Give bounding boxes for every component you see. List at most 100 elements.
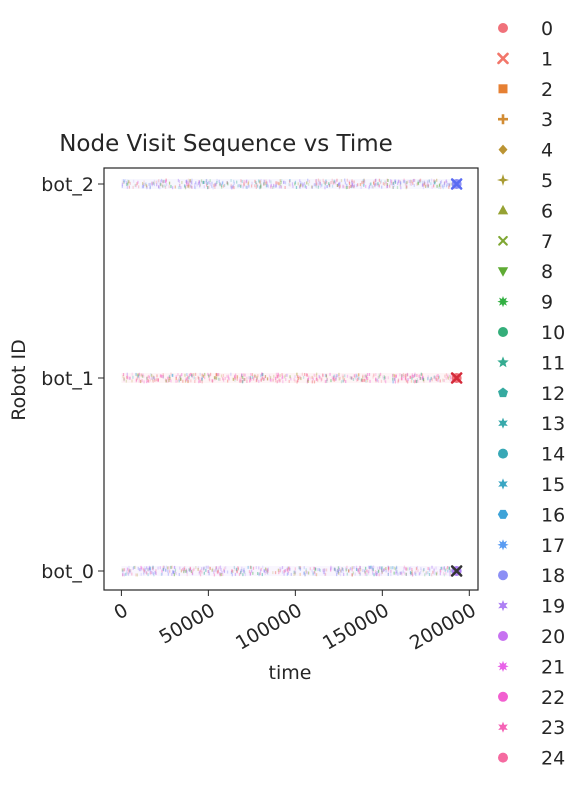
data-point xyxy=(127,182,129,186)
data-point xyxy=(439,569,441,573)
data-point xyxy=(392,181,395,185)
data-point xyxy=(172,571,174,575)
band-bot_2 xyxy=(121,178,463,190)
data-point xyxy=(337,568,339,572)
data-point xyxy=(437,378,439,382)
data-point xyxy=(178,183,181,187)
data-point xyxy=(420,568,422,572)
data-point xyxy=(392,185,394,189)
data-point xyxy=(165,379,167,383)
data-point xyxy=(417,569,419,573)
data-point xyxy=(346,178,348,182)
data-point xyxy=(355,567,358,571)
data-point xyxy=(427,567,430,571)
data-point xyxy=(302,182,304,186)
data-point xyxy=(401,572,403,576)
data-point xyxy=(381,566,383,570)
legend-marker-square xyxy=(498,84,508,94)
data-point xyxy=(198,570,201,574)
data-point xyxy=(269,185,272,189)
data-point xyxy=(303,181,306,185)
data-point xyxy=(305,185,307,189)
data-point xyxy=(237,184,239,188)
data-point xyxy=(201,378,203,382)
data-point xyxy=(129,181,131,185)
legend-marker-pentagon xyxy=(498,387,508,398)
data-point xyxy=(246,379,248,383)
data-point xyxy=(403,571,406,575)
data-point xyxy=(200,179,203,183)
data-point xyxy=(404,374,406,378)
data-point xyxy=(348,185,350,189)
data-point xyxy=(415,380,417,384)
data-point xyxy=(434,377,436,381)
data-point xyxy=(283,180,285,184)
data-point xyxy=(217,569,220,573)
data-point xyxy=(364,374,366,378)
data-point xyxy=(302,375,305,379)
data-point xyxy=(395,565,398,569)
data-point xyxy=(318,568,320,572)
data-point xyxy=(275,372,278,376)
data-point xyxy=(201,378,203,382)
data-point xyxy=(448,566,450,570)
data-point xyxy=(342,376,344,380)
data-point xyxy=(367,571,370,575)
data-point xyxy=(142,567,144,571)
data-point xyxy=(226,181,228,185)
data-point xyxy=(198,379,201,383)
data-point xyxy=(450,373,453,377)
data-point xyxy=(286,373,288,377)
legend-marker-star6 xyxy=(498,600,508,612)
data-point xyxy=(409,179,411,183)
data-point xyxy=(201,376,203,380)
data-point xyxy=(348,569,350,573)
data-point xyxy=(201,570,203,574)
data-point xyxy=(164,378,167,382)
data-point xyxy=(171,373,173,377)
data-point xyxy=(329,372,331,376)
data-point xyxy=(193,373,195,377)
data-point xyxy=(123,181,125,185)
legend-item-18: 18 xyxy=(498,565,565,587)
data-point xyxy=(399,183,401,187)
data-point xyxy=(299,566,302,570)
data-point xyxy=(275,183,277,187)
data-point xyxy=(317,178,320,182)
data-point xyxy=(123,568,126,572)
data-point xyxy=(278,571,280,575)
data-point xyxy=(419,374,421,378)
data-point xyxy=(316,181,318,185)
scatter-bands xyxy=(121,178,463,577)
data-point xyxy=(435,375,437,379)
data-point xyxy=(422,569,424,573)
data-point xyxy=(382,375,384,379)
data-point xyxy=(362,180,365,184)
data-point xyxy=(373,181,375,185)
data-point xyxy=(349,567,352,571)
data-point xyxy=(299,566,301,570)
data-point xyxy=(187,375,189,379)
data-point xyxy=(437,374,439,378)
data-point xyxy=(428,568,431,572)
data-point xyxy=(344,178,346,182)
data-point xyxy=(368,566,370,570)
data-point xyxy=(299,179,301,183)
data-point xyxy=(299,565,301,569)
data-point xyxy=(137,373,139,377)
data-point xyxy=(141,185,144,189)
y-tick-label-bot_0: bot_0 xyxy=(41,561,94,583)
data-point xyxy=(213,184,215,188)
data-point xyxy=(367,569,369,573)
data-point xyxy=(411,573,414,577)
data-point xyxy=(315,178,318,182)
legend-label: 15 xyxy=(541,474,565,496)
data-point xyxy=(314,183,316,187)
data-point xyxy=(390,566,392,570)
data-point xyxy=(193,567,195,571)
data-point xyxy=(179,566,181,570)
data-point xyxy=(399,180,402,184)
data-point xyxy=(279,566,281,570)
data-point xyxy=(407,378,409,382)
data-point xyxy=(353,185,355,189)
